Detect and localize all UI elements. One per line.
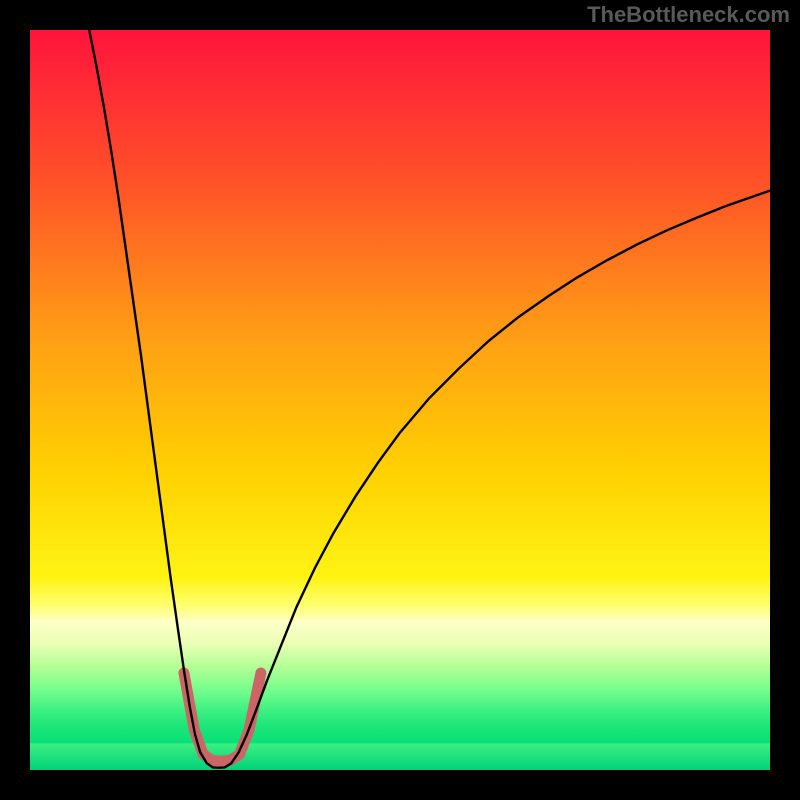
- plot-area: [30, 30, 770, 770]
- gradient-background: [30, 30, 770, 770]
- green-band: [30, 743, 770, 770]
- plot-svg: [30, 30, 770, 770]
- watermark-text: TheBottleneck.com: [587, 2, 790, 28]
- chart-frame: TheBottleneck.com: [0, 0, 800, 800]
